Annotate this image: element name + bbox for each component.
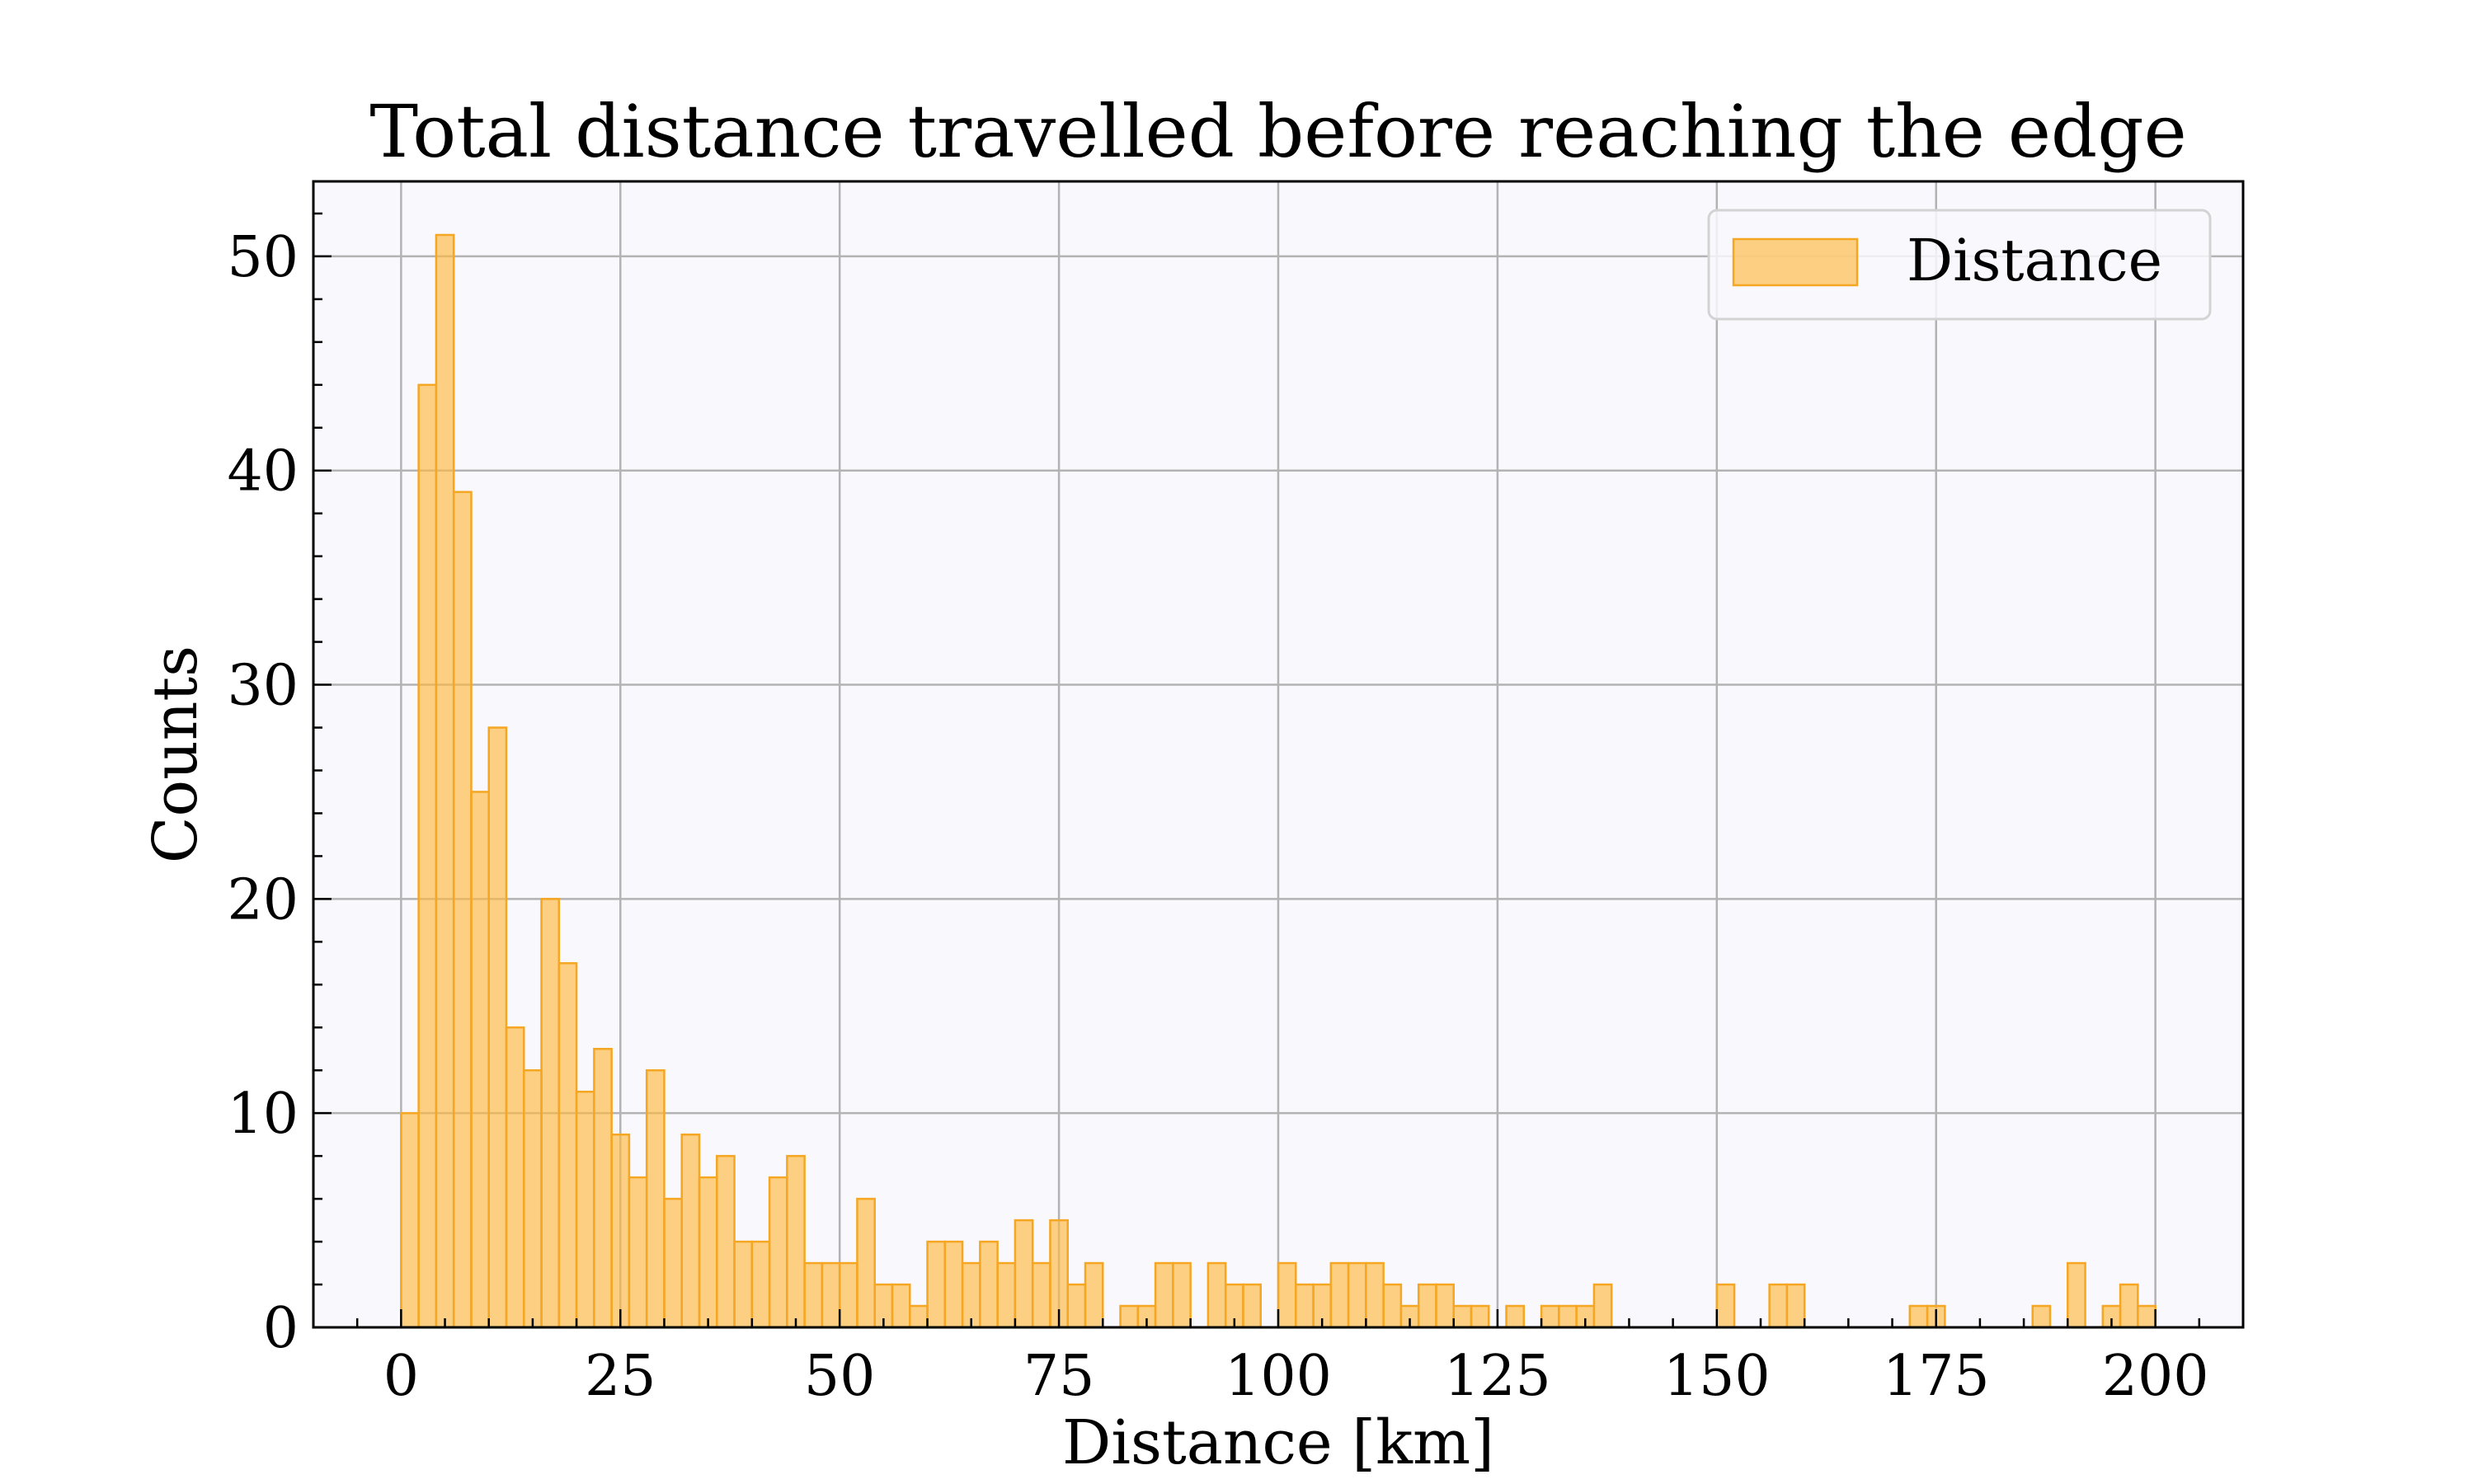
histogram-bar [909,1304,929,1329]
y-tick-label: 30 [227,654,299,719]
y-axis-label: Counts [140,646,211,863]
histogram-bar [557,962,578,1329]
histogram-bar [1592,1283,1613,1329]
histogram-bar [575,1090,595,1329]
legend: Distance [1707,209,2212,321]
histogram-bar [1382,1283,1403,1329]
histogram-bar [400,1111,420,1329]
histogram-bar [663,1197,683,1329]
chart-title: Total distance travelled before reaching… [369,89,2186,174]
histogram-bar [1066,1283,1087,1329]
histogram-bar [1329,1261,1350,1329]
histogram-bar [417,383,438,1329]
histogram-bar [610,1133,631,1329]
x-tick-label: 25 [585,1344,656,1409]
histogram-bar [856,1197,876,1329]
histogram-bar [645,1068,666,1329]
histogram-bar [961,1261,981,1329]
y-tick-label: 0 [263,1296,299,1361]
x-tick-label: 175 [1883,1344,1990,1409]
histogram-bar [716,1154,736,1329]
histogram-bar [733,1240,754,1329]
histogram-bar [540,898,561,1329]
histogram-bar [1172,1261,1192,1329]
histogram-bar [2031,1304,2052,1329]
histogram-bar [698,1176,718,1329]
y-tick-label: 10 [227,1082,299,1147]
y-tick-label: 20 [227,867,299,932]
histogram-bar [786,1154,806,1329]
histogram-bar [2067,1261,2086,1329]
histogram-bar [2119,1283,2139,1329]
histogram-bar [1242,1283,1262,1329]
axis-ticks: 0 25 50 75 100 125 150 175 200 0 10 20 30 40 50 [227,212,2245,1409]
histogram-bar [1031,1261,1051,1329]
histogram-bar [1206,1261,1227,1329]
histogram-bar [996,1261,1017,1329]
x-tick-label: 75 [1023,1344,1095,1409]
histogram-bar [505,1026,525,1329]
legend-swatch [1732,237,1859,287]
histogram-bar [680,1133,701,1329]
x-tick-label: 150 [1663,1344,1771,1409]
histogram-bar [1347,1261,1367,1329]
histogram-bar [1417,1283,1437,1329]
histogram-bar [435,233,455,1329]
histogram-bar [452,491,473,1329]
y-tick-label: 50 [227,225,299,290]
histogram-bar [1470,1304,1490,1329]
x-axis-label: Distance [km] [1062,1407,1494,1478]
histogram-bar [943,1240,964,1329]
histogram-bar [768,1176,788,1329]
x-tick-label: 100 [1225,1344,1332,1409]
x-tick-label: 200 [2102,1344,2209,1409]
histogram-bar [891,1283,911,1329]
histogram-bar [1084,1261,1104,1329]
histogram-bar [2137,1304,2157,1329]
histogram-bar [821,1261,841,1329]
histogram-bar [1295,1283,1315,1329]
histogram-bar [1768,1283,1789,1329]
legend-box [1707,209,2212,321]
legend-entry-distance: Distance [1907,227,2162,294]
histogram-bar [1119,1304,1140,1329]
histogram-bar [1154,1261,1174,1329]
histogram-bar [803,1261,824,1329]
x-tick-label: 0 [383,1344,419,1409]
histogram-bar [1540,1304,1560,1329]
histogram-bar [487,726,508,1329]
histogram-bar [926,1240,947,1329]
histogram-bar [1014,1219,1034,1329]
histogram-bar [470,791,490,1329]
histogram-bar [1505,1304,1526,1329]
histogram-bar [1365,1261,1385,1329]
histogram-bar [838,1261,858,1329]
x-tick-label: 125 [1444,1344,1551,1409]
histogram-bar [1558,1304,1578,1329]
histogram-bar [1435,1283,1455,1329]
x-tick-label: 50 [804,1344,876,1409]
histogram-bar [1277,1261,1297,1329]
histogram-bar [628,1176,648,1329]
histogram-bar [750,1240,771,1329]
histogram-bar [523,1068,543,1329]
histogram-bar [1908,1304,1929,1329]
histogram-bar [1452,1304,1473,1329]
histogram-bar [1715,1283,1736,1329]
histogram-bar [1785,1283,1806,1329]
histogram-bar [593,1047,613,1329]
y-tick-label: 40 [227,439,299,505]
histogram-bar [979,1240,999,1329]
